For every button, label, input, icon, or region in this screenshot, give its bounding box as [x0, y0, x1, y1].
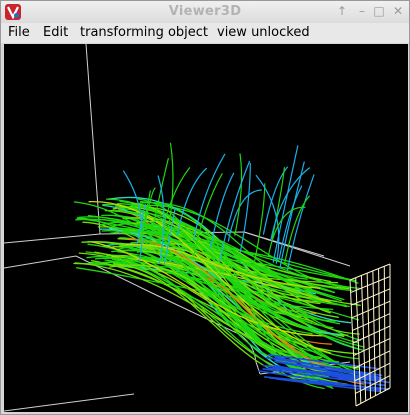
streamline	[262, 364, 377, 381]
streamline	[166, 142, 174, 237]
streamline	[227, 189, 262, 242]
streamline	[219, 160, 250, 262]
grid-line	[352, 313, 391, 331]
grid-line	[351, 288, 391, 306]
streamline	[76, 267, 334, 311]
streamline	[275, 361, 384, 382]
streamline	[268, 354, 381, 370]
minimize-button[interactable]: –	[359, 4, 365, 18]
grid-line	[352, 325, 391, 344]
menu-transforming-object[interactable]: transforming object	[80, 25, 209, 40]
grid-line	[354, 362, 391, 382]
streamline	[253, 183, 266, 264]
streamline	[157, 175, 165, 265]
grid-line	[355, 387, 391, 407]
3d-viewport[interactable]	[4, 44, 408, 412]
streamline	[76, 217, 345, 301]
outlet-grid	[349, 263, 391, 407]
streamline	[163, 207, 176, 264]
streamline	[267, 206, 306, 257]
streamline	[81, 241, 350, 290]
streamline	[136, 203, 146, 244]
wire-bottom-front	[4, 393, 135, 412]
streamline	[270, 167, 310, 241]
streamline	[112, 263, 306, 380]
streamline	[278, 185, 303, 260]
streamline	[286, 174, 315, 271]
streamline	[139, 190, 151, 244]
streamline	[239, 162, 251, 253]
scene-canvas[interactable]	[4, 44, 408, 412]
grid-line	[351, 300, 391, 319]
grid-line	[349, 263, 391, 281]
streamline	[262, 166, 288, 235]
menu-file[interactable]: File	[8, 25, 30, 40]
streamline	[140, 187, 156, 242]
menu-bar: File Edit transforming object view unloc…	[1, 23, 409, 43]
grid-line	[353, 337, 391, 357]
streamline	[176, 167, 207, 237]
streamlines	[73, 142, 390, 393]
close-button[interactable]: ✕	[392, 4, 404, 18]
streamline	[272, 145, 299, 263]
streamline	[149, 158, 169, 244]
menu-view-unlocked[interactable]: view unlocked	[217, 25, 310, 40]
wire-right-edge	[243, 231, 325, 257]
menu-edit[interactable]: Edit	[43, 25, 69, 40]
streamline	[124, 222, 356, 282]
title-bar[interactable]: Viewer3D ↑ – □ ✕	[1, 1, 409, 24]
window-title: Viewer3D	[168, 4, 242, 19]
app-logo-icon[interactable]	[5, 4, 21, 20]
streamline	[234, 153, 243, 236]
streamline	[76, 217, 335, 339]
streamline	[122, 170, 143, 262]
maximize-button[interactable]: □	[373, 4, 385, 18]
streamline	[274, 364, 384, 387]
streamline	[97, 226, 313, 297]
streamline	[279, 161, 305, 269]
streamline	[94, 251, 339, 284]
streamline	[125, 243, 321, 289]
grid-line	[355, 375, 391, 394]
streamline	[284, 195, 310, 263]
grid-line	[350, 275, 391, 294]
streamline	[193, 173, 223, 257]
streamline	[193, 153, 226, 241]
streamline	[209, 172, 235, 249]
streamline	[116, 203, 327, 332]
wire-left-floor	[4, 233, 101, 244]
grid-line	[353, 350, 391, 369]
pin-button[interactable]: ↑	[336, 4, 348, 18]
streamline	[88, 201, 332, 354]
streamline	[132, 220, 312, 299]
streamline	[91, 241, 326, 337]
